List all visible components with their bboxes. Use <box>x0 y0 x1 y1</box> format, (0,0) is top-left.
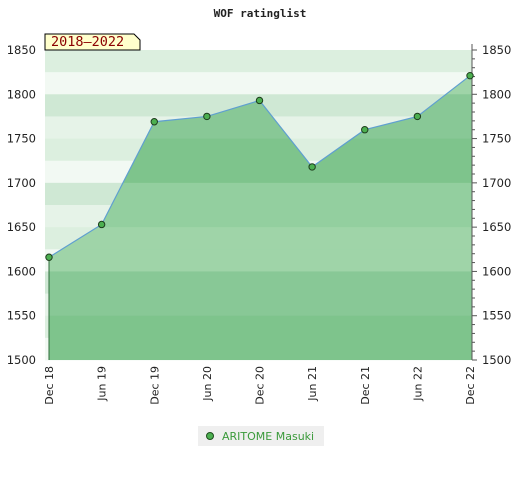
background-band <box>45 72 472 95</box>
background-band <box>45 50 472 73</box>
area-band <box>49 227 472 250</box>
data-point <box>97 220 106 229</box>
y-tick-label-right: 1600 <box>482 264 511 278</box>
area-band <box>49 182 472 206</box>
x-tick-label: Jun 19 <box>96 366 109 402</box>
legend-marker <box>206 432 214 440</box>
period-label: 2018–2022 <box>51 34 124 50</box>
y-tick-label-right: 1800 <box>482 87 511 101</box>
data-point <box>45 253 53 261</box>
y-tick-label-left: 1850 <box>7 43 36 57</box>
area-band <box>49 249 472 272</box>
y-tick-label-left: 1650 <box>7 220 36 234</box>
area-band <box>49 293 472 317</box>
y-tick-label-left: 1550 <box>7 309 36 323</box>
area-band <box>49 205 472 228</box>
area-band <box>49 337 472 360</box>
y-axis-left-labels: 1500 1550 1600 1650 1700 1750 1800 1850 <box>7 43 36 367</box>
y-tick-label-right: 1750 <box>482 132 511 146</box>
data-point <box>466 71 474 80</box>
y-tick-label-left: 1500 <box>7 353 36 367</box>
y-tick-label-left: 1700 <box>7 176 36 190</box>
x-tick-label: Dec 21 <box>359 366 372 405</box>
data-point <box>255 96 264 105</box>
chart-title: WOF ratinglist <box>214 7 307 20</box>
data-point <box>203 112 211 121</box>
y-tick-label-right: 1550 <box>482 309 511 323</box>
data-point <box>308 163 316 171</box>
y-axis-right-labels: 1500 1550 1600 1650 1700 1750 1800 1850 <box>482 43 511 367</box>
y-tick-label-left: 1600 <box>7 264 36 278</box>
axes <box>471 44 477 361</box>
y-tick-label-left: 1800 <box>7 87 36 101</box>
legend[interactable]: ARITOME Masuki <box>198 426 324 446</box>
legend-label-series: ARITOME Masuki <box>222 429 315 443</box>
x-axis-labels: Dec 18 Jun 19 Dec 19 Jun 20 Dec 20 Jun 21 Dec … <box>43 366 477 405</box>
x-tick-label: Dec 18 <box>43 366 56 405</box>
x-tick-label: Dec 19 <box>148 366 161 405</box>
data-point <box>361 126 369 134</box>
y-tick-label-left: 1750 <box>7 132 36 146</box>
period-badge: 2018–2022 <box>44 33 141 51</box>
y-tick-label-right: 1700 <box>482 176 511 190</box>
area-band <box>49 138 472 162</box>
y-tick-label-right: 1850 <box>482 43 511 57</box>
area-band <box>49 271 472 295</box>
data-point <box>150 118 158 126</box>
area-band <box>49 315 472 339</box>
x-tick-label: Dec 22 <box>464 366 477 405</box>
data-markers <box>45 71 474 261</box>
x-tick-label: Jun 20 <box>201 366 214 402</box>
data-point <box>413 112 422 121</box>
x-tick-label: Dec 20 <box>254 366 267 405</box>
area-band <box>49 160 472 184</box>
y-tick-label-right: 1650 <box>482 220 511 234</box>
x-tick-label: Jun 21 <box>306 366 319 402</box>
y-tick-label-right: 1500 <box>482 353 511 367</box>
x-tick-label: Jun 22 <box>411 366 424 402</box>
